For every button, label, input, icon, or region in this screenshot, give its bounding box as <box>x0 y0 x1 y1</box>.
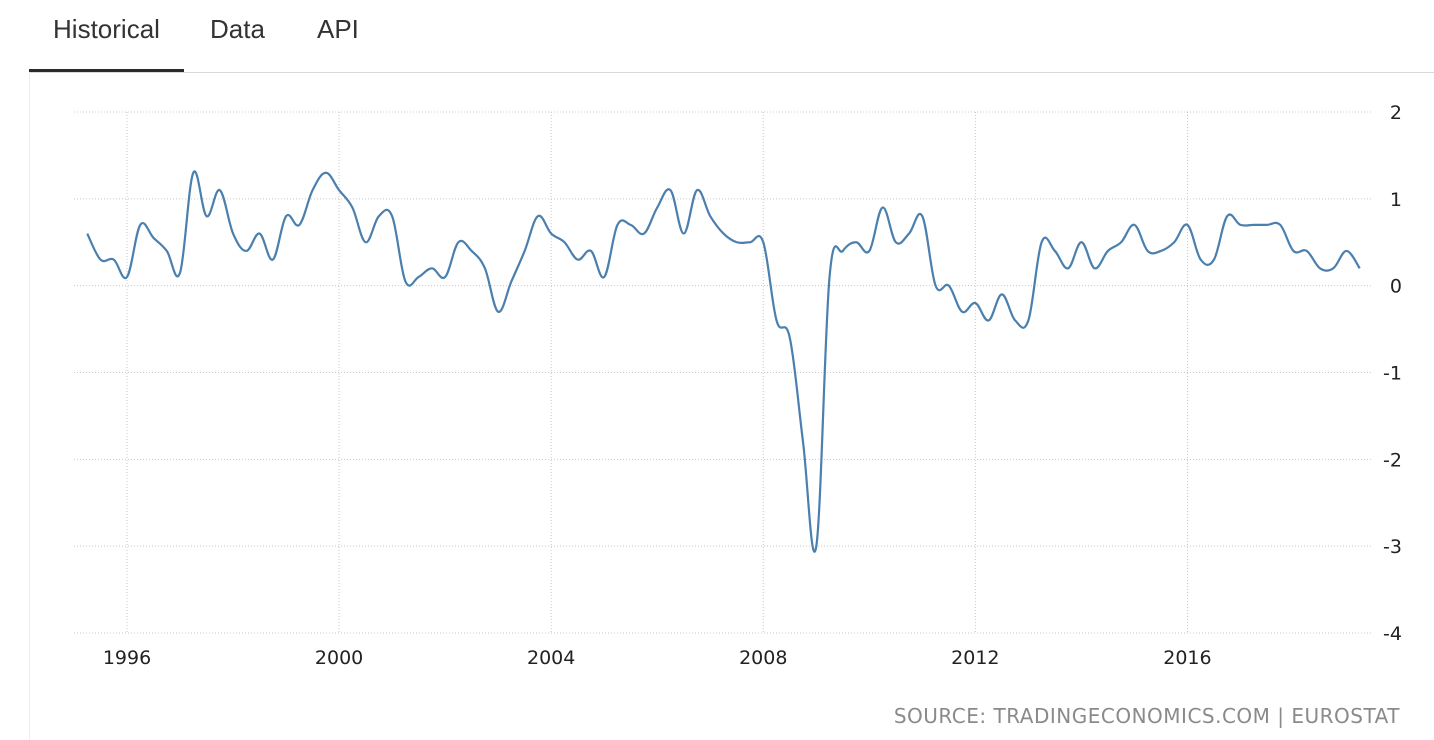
y-tick-label: 1 <box>1390 189 1402 211</box>
tab-data[interactable]: Data <box>210 14 265 44</box>
tab-api[interactable]: API <box>317 14 359 44</box>
x-tick-label: 2016 <box>1163 647 1211 669</box>
tab-bar: Historical Data API <box>29 0 1434 73</box>
y-tick-label: -1 <box>1383 363 1402 385</box>
y-tick-label: 2 <box>1390 102 1402 124</box>
y-tick-label: 0 <box>1390 276 1402 298</box>
x-tick-label: 2008 <box>739 647 787 669</box>
y-tick-label: -3 <box>1383 536 1402 558</box>
x-tick-label: 2000 <box>315 647 363 669</box>
source-credit: SOURCE: TRADINGECONOMICS.COM | EUROSTAT <box>893 704 1400 728</box>
x-tick-label: 2012 <box>951 647 999 669</box>
y-tick-label: -2 <box>1383 449 1402 471</box>
series-line <box>86 170 1361 553</box>
tab-historical[interactable]: Historical <box>29 0 184 72</box>
y-tick-label: -4 <box>1383 623 1402 645</box>
x-tick-label: 2004 <box>527 647 575 669</box>
panel-border <box>29 72 30 740</box>
x-tick-label: 1996 <box>103 647 151 669</box>
